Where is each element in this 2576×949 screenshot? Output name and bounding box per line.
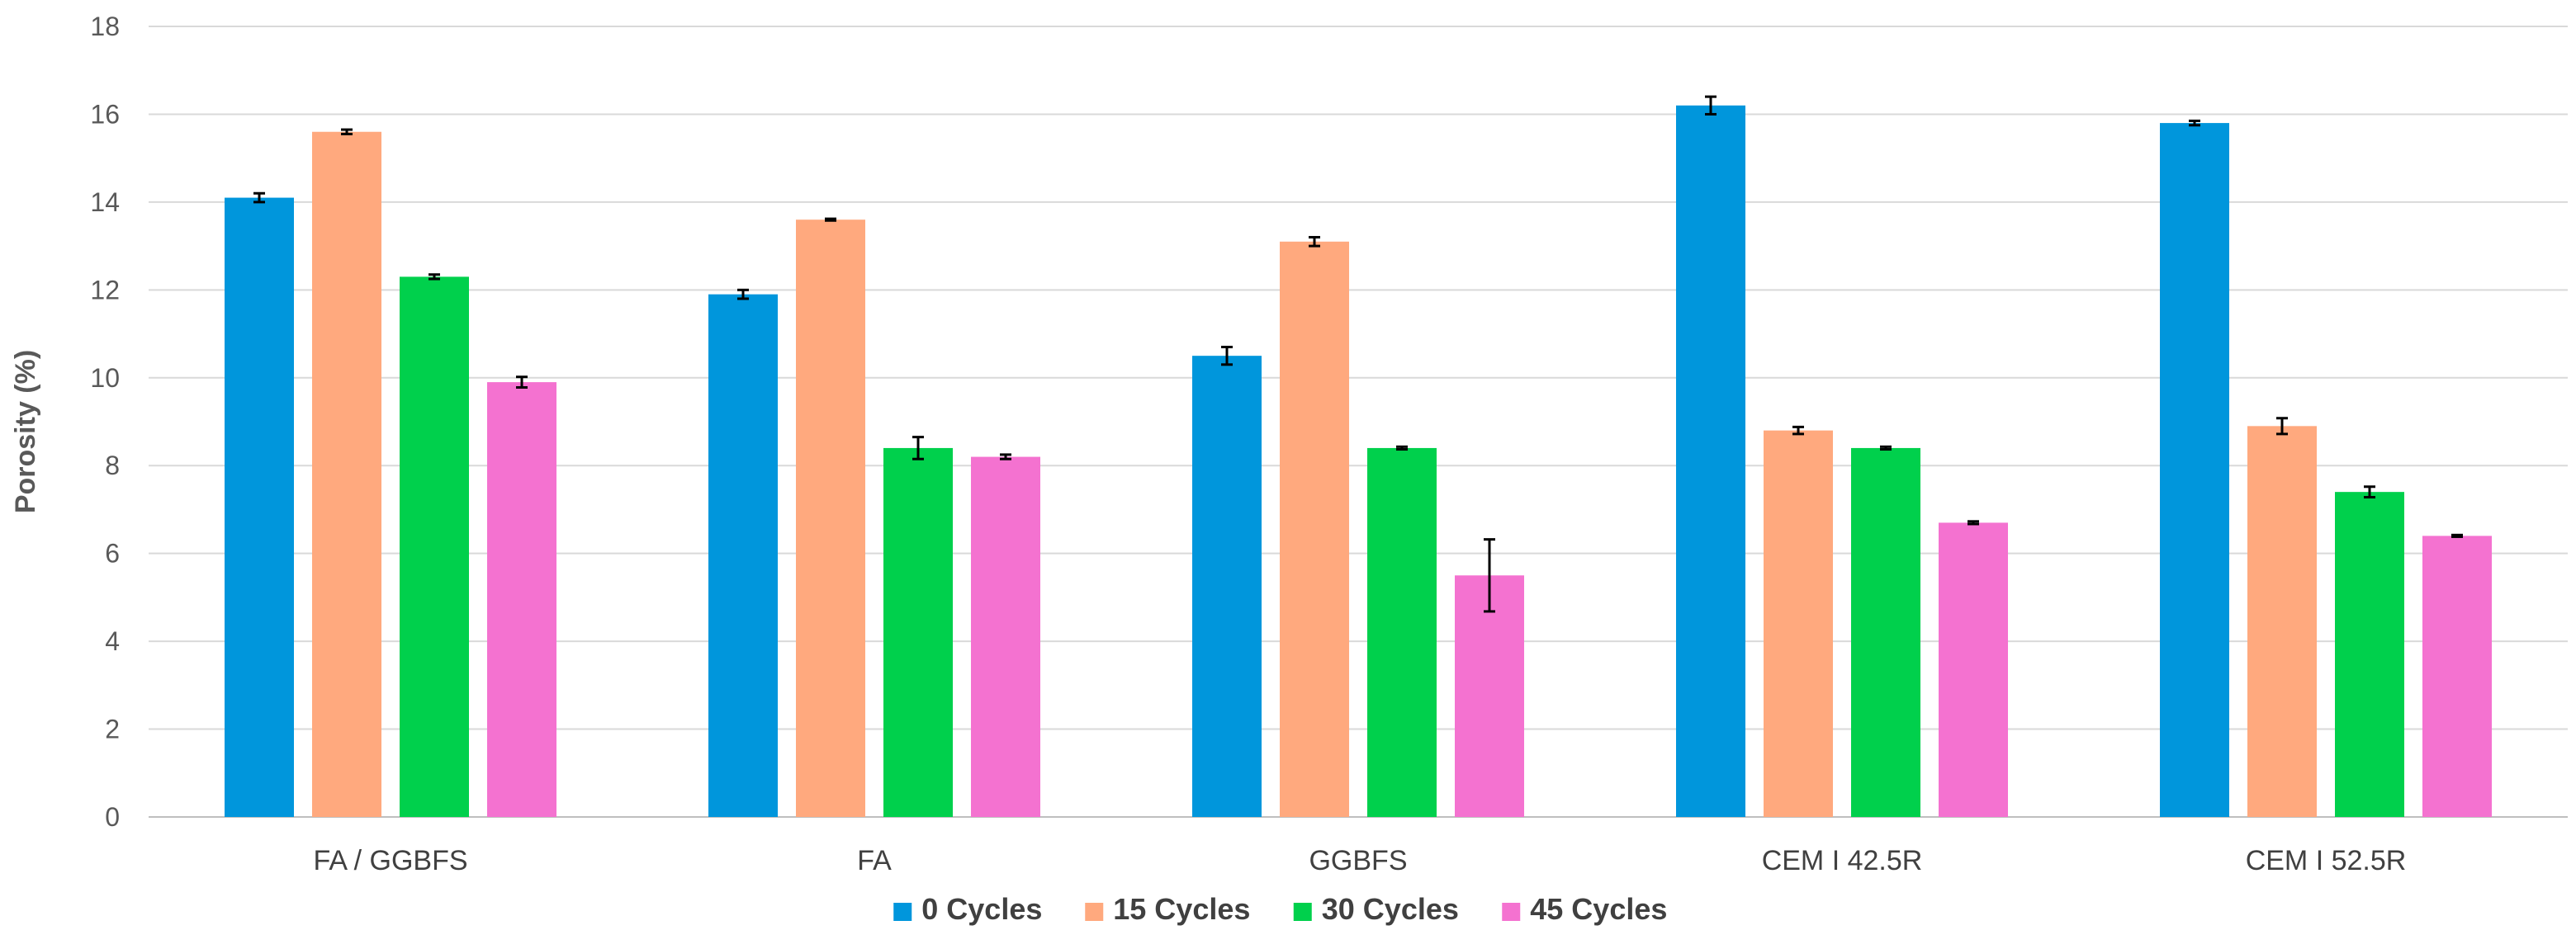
error-bar: [1484, 538, 1495, 613]
error-bar: [1880, 445, 1892, 451]
y-tick-label: 4: [105, 626, 120, 656]
error-bar: [1705, 95, 1717, 116]
x-category-labels: FA / GGBFS FA GGBFS CEM I 42.5R CEM I 52.5R: [313, 845, 2406, 876]
bar-45-cycles: [1455, 575, 1524, 817]
bar-30-cycles: [1851, 447, 1920, 817]
legend-swatch: [1502, 903, 1521, 921]
error-bar: [1968, 520, 1979, 526]
bar-15-cycles: [1280, 241, 1349, 817]
error-bar: [2451, 533, 2463, 538]
bar-45-cycles: [2422, 536, 2492, 817]
error-bar: [1309, 235, 1320, 248]
y-tick-label: 10: [90, 363, 120, 393]
x-category-label: CEM I 42.5R: [1762, 845, 1923, 876]
bar-0-cycles: [1676, 105, 1745, 818]
y-tick-labels: 0 2 4 6 8 10 12 14 16 18: [90, 12, 120, 832]
y-tick-label: 12: [90, 275, 120, 305]
legend-swatch: [893, 903, 912, 921]
error-bar: [2276, 417, 2288, 436]
bar-30-cycles: [1367, 447, 1437, 817]
x-category-label: FA / GGBFS: [313, 845, 467, 876]
error-bar: [1396, 445, 1408, 451]
error-bar: [429, 273, 440, 281]
error-bar: [737, 288, 749, 300]
legend-swatch: [1085, 903, 1104, 921]
legend-label: 45 Cycles: [1530, 892, 1667, 926]
bar-30-cycles: [2335, 492, 2404, 817]
y-tick-label: 2: [105, 715, 120, 744]
y-tick-label: 8: [105, 451, 120, 480]
legend: 0 Cycles 15 Cycles 30 Cycles 45 Cycles: [893, 892, 1667, 926]
legend-swatch: [1293, 903, 1312, 921]
error-bar: [2364, 485, 2375, 499]
error-bar: [1221, 346, 1233, 366]
bar-0-cycles: [2160, 123, 2229, 818]
legend-item: 45 Cycles: [1502, 892, 1667, 926]
bar-45-cycles: [971, 456, 1040, 817]
error-bar: [253, 191, 265, 204]
error-bar: [516, 375, 528, 389]
legend-item: 15 Cycles: [1085, 892, 1250, 926]
bar-30-cycles: [883, 447, 953, 817]
y-tick-label: 18: [90, 12, 120, 41]
bars: [225, 105, 2492, 818]
y-tick-label: 6: [105, 539, 120, 569]
legend-label: 0 Cycles: [921, 892, 1042, 926]
bar-45-cycles: [487, 382, 556, 818]
y-tick-label: 0: [105, 802, 120, 832]
x-category-label: CEM I 52.5R: [2246, 845, 2407, 876]
y-tick-label: 16: [90, 99, 120, 129]
legend-label: 15 Cycles: [1113, 892, 1250, 926]
error-bar: [1792, 425, 1804, 436]
bar-15-cycles: [2247, 426, 2317, 817]
y-tick-label: 14: [90, 187, 120, 217]
y-axis-title: Porosity (%): [10, 350, 41, 513]
bar-15-cycles: [312, 131, 381, 817]
error-bar: [2189, 119, 2200, 127]
bar-0-cycles: [708, 294, 778, 818]
error-bar: [1000, 453, 1011, 460]
legend-item: 0 Cycles: [893, 892, 1042, 926]
x-category-label: GGBFS: [1309, 845, 1407, 876]
bar-15-cycles: [796, 220, 865, 818]
legend-label: 30 Cycles: [1322, 892, 1459, 926]
x-category-label: FA: [857, 845, 892, 876]
error-bars: [253, 95, 2463, 613]
bar-15-cycles: [1764, 430, 1833, 817]
bar-0-cycles: [1192, 356, 1262, 818]
legend-item: 30 Cycles: [1293, 892, 1459, 926]
bar-0-cycles: [225, 197, 294, 818]
error-bar: [912, 436, 924, 460]
error-bar: [825, 217, 836, 222]
error-bar: [341, 128, 353, 135]
bar-45-cycles: [1939, 522, 2008, 817]
bar-30-cycles: [400, 276, 469, 817]
